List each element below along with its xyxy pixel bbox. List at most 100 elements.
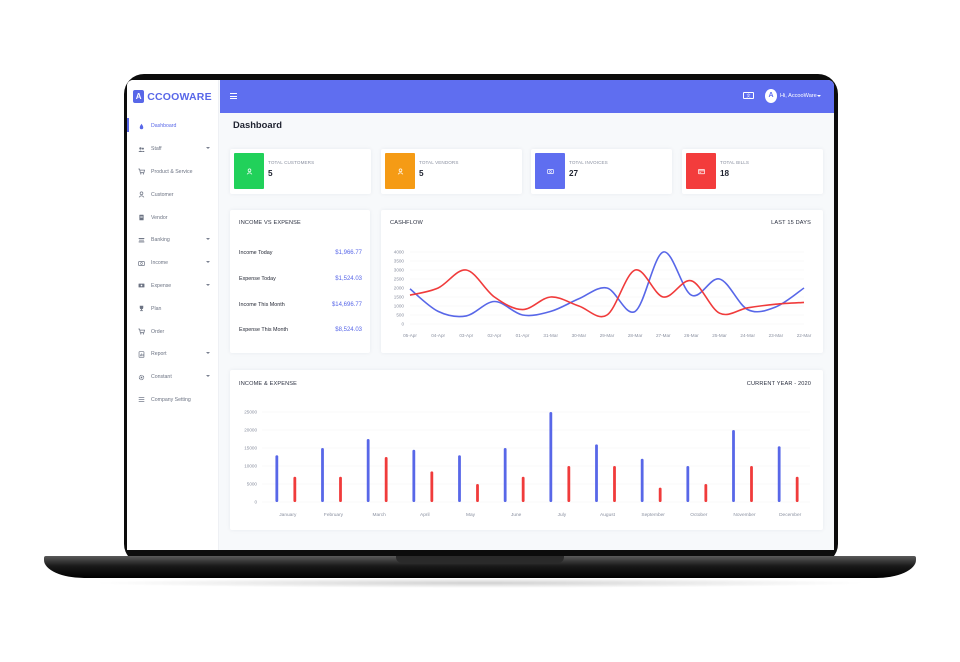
x-tick-label: 23-Mar xyxy=(769,333,784,338)
summary-value: $8,524.03 xyxy=(335,326,362,333)
y-tick-label: 1000 xyxy=(394,304,405,309)
sidebar-item-label: Company Setting xyxy=(151,396,191,403)
x-tick-label: July xyxy=(558,512,567,518)
x-tick-label: 05-Apr xyxy=(403,333,417,338)
income-expense-card: INCOME & EXPENSE CURRENT YEAR - 2020 250… xyxy=(230,370,823,530)
stat-card-total-customers[interactable]: TOTAL CUSTOMERS 5 xyxy=(230,149,371,194)
summary-label: Expense This Month xyxy=(239,327,289,333)
data-point xyxy=(438,287,439,288)
sidebar-item-staff[interactable]: Staff xyxy=(127,138,218,161)
y-tick-label: 10000 xyxy=(244,464,257,469)
brand-name: CCOOWARE xyxy=(147,90,212,103)
sidebar-item-product-service[interactable]: Product & Service xyxy=(127,161,218,184)
data-point xyxy=(719,278,720,279)
sidebar-item-vendor[interactable]: Vendor xyxy=(127,206,218,229)
data-point xyxy=(578,305,579,306)
bar-expense xyxy=(339,476,342,502)
x-tick-label: November xyxy=(733,512,756,518)
sidebar-item-plan[interactable]: Plan xyxy=(127,297,218,320)
chevron-down-icon xyxy=(206,237,210,240)
series-line-1 xyxy=(409,269,805,318)
sidebar-item-label: Plan xyxy=(151,305,162,312)
x-tick-label: 28-Mar xyxy=(628,333,643,338)
sidebar-item-income[interactable]: Income xyxy=(127,252,218,275)
x-tick-label: 30-Mar xyxy=(572,333,587,338)
y-tick-label: 20000 xyxy=(244,428,257,433)
avatar[interactable]: A xyxy=(765,89,777,103)
data-point xyxy=(550,296,551,297)
sidebar-item-expense[interactable]: Expense xyxy=(127,275,218,298)
bank-icon xyxy=(137,236,145,244)
bar-income xyxy=(777,446,781,502)
bar-income xyxy=(595,444,598,502)
y-tick-label: 5000 xyxy=(247,482,258,487)
card-title: CASHFLOW xyxy=(390,220,423,226)
sidebar-item-company-setting[interactable]: Company Setting xyxy=(127,389,218,412)
chevron-down-icon xyxy=(206,146,210,149)
summary-value: $1,966.77 xyxy=(335,249,362,256)
data-point xyxy=(775,304,776,305)
language-icon[interactable]: 文 xyxy=(743,92,754,99)
data-point xyxy=(466,315,467,316)
x-tick-label: October xyxy=(690,512,707,518)
wallet-icon xyxy=(686,153,716,189)
bar-income xyxy=(640,458,644,502)
summary-value: $1,524.03 xyxy=(335,275,362,282)
user-greeting[interactable]: Hi, AccooWare xyxy=(780,93,817,99)
bar-income xyxy=(275,455,279,502)
menu-toggle-icon[interactable] xyxy=(230,93,237,99)
bar-expense xyxy=(476,484,479,502)
data-point xyxy=(494,296,495,297)
stat-card-total-bills[interactable]: TOTAL BILLS 18 xyxy=(682,149,823,194)
document-icon xyxy=(137,214,145,222)
y-tick-label: 0 xyxy=(254,500,257,505)
stat-card-total-vendors[interactable]: TOTAL VENDORS 5 xyxy=(381,149,522,194)
data-point xyxy=(719,313,720,314)
sidebar-item-label: Banking xyxy=(151,237,170,244)
y-tick-label: 15000 xyxy=(244,446,257,451)
dashboard-icon xyxy=(137,122,145,130)
bar-income xyxy=(686,466,690,502)
x-tick-label: 26-Mar xyxy=(684,333,699,338)
top-bar: 文 A Hi, AccooWare xyxy=(220,80,834,113)
brand[interactable]: A CCOOWARE xyxy=(127,80,218,113)
stat-card-total-invoices[interactable]: TOTAL INVOICES 27 xyxy=(531,149,672,194)
summary-label: Expense Today xyxy=(239,276,276,282)
y-tick-label: 500 xyxy=(396,313,404,318)
sidebar-item-order[interactable]: Order xyxy=(127,320,218,343)
chevron-down-icon xyxy=(206,351,210,354)
sidebar-item-banking[interactable]: Banking xyxy=(127,229,218,252)
sidebar: A CCOOWARE Dashboard Staff Product & Servi… xyxy=(127,80,219,550)
sidebar-item-label: Product & Service xyxy=(151,168,193,175)
receipt-icon xyxy=(137,282,145,290)
gear-icon xyxy=(137,373,145,381)
user-icon xyxy=(137,191,145,199)
x-tick-label: 01-Apr xyxy=(516,333,530,338)
stat-value: 27 xyxy=(569,169,579,178)
cart-icon xyxy=(137,168,145,176)
sidebar-item-label: Staff xyxy=(151,146,162,153)
sidebar-item-label: Order xyxy=(151,328,165,335)
chevron-down-icon xyxy=(206,260,210,263)
sidebar-item-constant[interactable]: Constant xyxy=(127,366,218,389)
data-point xyxy=(663,251,664,252)
sidebar-item-customer[interactable]: Customer xyxy=(127,183,218,206)
chevron-down-icon xyxy=(206,374,210,377)
y-tick-label: 3500 xyxy=(394,259,405,264)
bar-expense xyxy=(293,476,297,502)
stat-label: TOTAL INVOICES xyxy=(569,160,608,165)
y-tick-label: 1500 xyxy=(394,295,405,300)
data-point xyxy=(409,288,410,289)
x-tick-label: March xyxy=(373,512,387,518)
stat-label: TOTAL BILLS xyxy=(720,160,750,165)
data-point xyxy=(522,314,523,315)
user-menu-caret-icon[interactable] xyxy=(817,95,821,97)
sidebar-item-label: Constant xyxy=(151,374,172,381)
money-icon xyxy=(535,153,565,189)
sidebar-item-report[interactable]: Report xyxy=(127,343,218,366)
x-tick-label: February xyxy=(324,512,344,518)
bar-income xyxy=(321,448,324,502)
x-tick-label: 22-Mar xyxy=(797,333,812,338)
data-point xyxy=(635,269,636,270)
sidebar-item-dashboard[interactable]: Dashboard xyxy=(127,115,218,138)
